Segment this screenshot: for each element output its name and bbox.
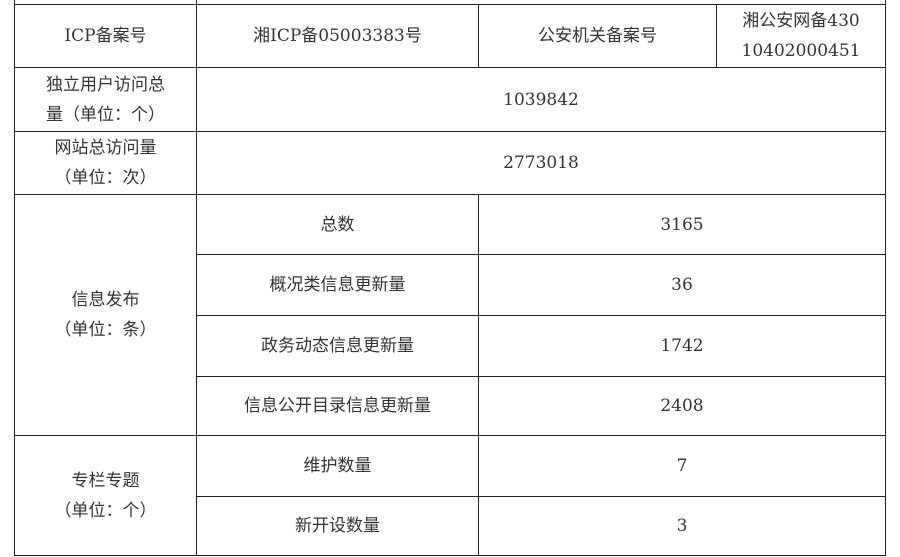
row-label: 总数 — [196, 194, 479, 255]
row-label: 信息公开目录信息更新量 — [196, 376, 479, 436]
row-label: 概况类信息更新量 — [196, 254, 479, 316]
row-value: 1742 — [478, 315, 886, 377]
total-visits-row: 网站总访问量 （单位：次） 2773018 — [14, 131, 886, 195]
unique-visitors-value: 1039842 — [196, 67, 886, 132]
row-value: 7 — [478, 435, 886, 497]
unique-visitors-label: 独立用户访问总 量（单位：个） — [14, 67, 197, 132]
row-label: 政务动态信息更新量 — [196, 315, 479, 377]
row-value: 36 — [478, 254, 886, 316]
table-row: 信息公开目录信息更新量 2408 — [15, 376, 886, 436]
table-row: 新开设数量 3 — [15, 496, 886, 556]
table-row: 信息发布 （单位：条） 总数 3165 — [14, 194, 886, 436]
table-row: 概况类信息更新量 36 — [15, 254, 886, 316]
info-release-label: 信息发布 （单位：条） — [14, 194, 197, 436]
table-row: 专栏专题 （单位：个） 维护数量 7 — [14, 435, 886, 556]
icp-label: ICP备案号 — [14, 4, 197, 68]
police-value: 湘公安网备430 10402000451 — [716, 4, 886, 68]
total-visits-label: 网站总访问量 （单位：次） — [14, 131, 197, 195]
table-row: 政务动态信息更新量 1742 — [15, 315, 886, 377]
icp-row: ICP备案号 湘ICP备05003383号 公安机关备案号 湘公安网备430 10… — [14, 4, 886, 68]
columns-label: 专栏专题 （单位：个） — [14, 435, 197, 556]
row-label: 新开设数量 — [196, 496, 479, 556]
row-label: 维护数量 — [196, 435, 479, 497]
row-value: 2408 — [478, 376, 886, 436]
row-value: 3 — [478, 496, 886, 556]
unique-visitors-row: 独立用户访问总 量（单位：个） 1039842 — [14, 67, 886, 132]
police-label: 公安机关备案号 — [478, 4, 717, 68]
icp-value: 湘ICP备05003383号 — [196, 4, 479, 68]
total-visits-value: 2773018 — [196, 131, 886, 195]
row-value: 3165 — [478, 194, 886, 255]
website-stats-table: ICP备案号 湘ICP备05003383号 公安机关备案号 湘公安网备430 10… — [14, 0, 886, 556]
